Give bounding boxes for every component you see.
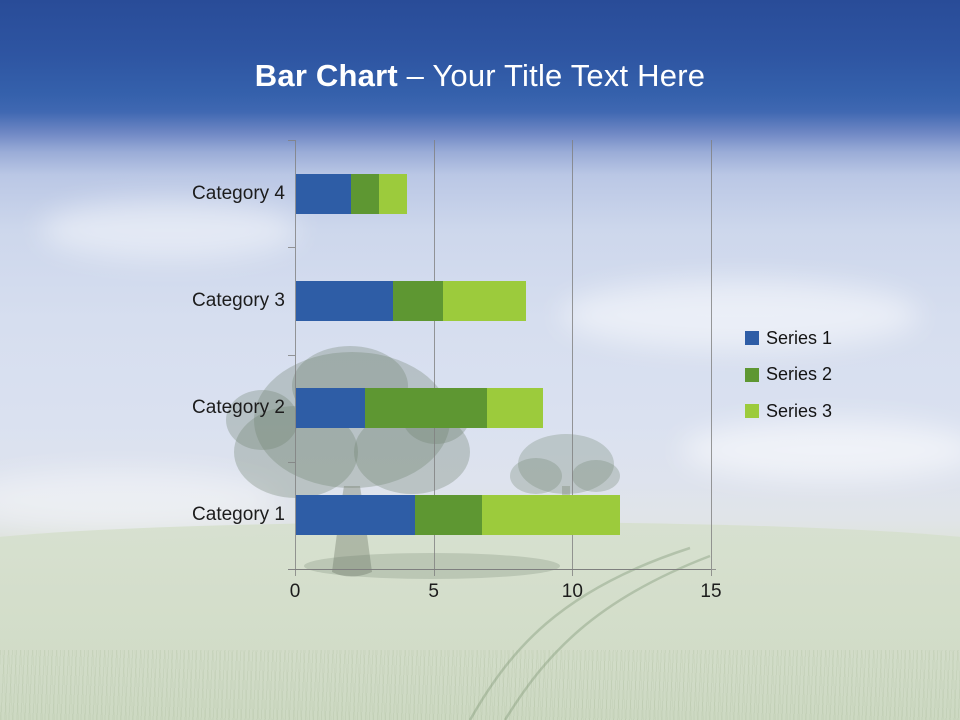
legend-label: Series 3 — [766, 400, 833, 421]
bar-segment-series-2 — [393, 280, 443, 321]
category-label: Category 4 — [192, 182, 285, 204]
x-axis-tick-label: 15 — [700, 581, 722, 602]
gridline — [572, 140, 574, 569]
x-axis-tick — [433, 570, 435, 576]
x-axis-tick — [711, 570, 712, 576]
bar-segment-series-2 — [415, 495, 482, 536]
bar-segment-series-3 — [481, 495, 621, 536]
grass-texture — [0, 650, 960, 720]
bar-segment-series-3 — [442, 280, 527, 321]
bar-category-4 — [296, 173, 407, 214]
gridline — [711, 140, 712, 569]
bar-segment-series-1 — [296, 388, 366, 429]
legend-item: Series 3 — [745, 399, 832, 423]
legend-color-swatch — [745, 404, 759, 418]
chart-legend: Series 1 Series 2 Series 3 — [745, 326, 832, 436]
plot-area: 0 5 10 15 — [288, 140, 722, 602]
legend-label: Series 1 — [766, 327, 833, 348]
slide-title: Bar Chart – Your Title Text Here — [0, 58, 960, 94]
category-axis-tick — [288, 569, 295, 570]
bar-segment-series-3 — [379, 173, 407, 214]
bar-segment-series-2 — [365, 388, 488, 429]
slide-title-bold: Bar Chart — [254, 58, 398, 93]
bar-segment-series-1 — [296, 280, 394, 321]
x-axis-tick-label: 5 — [428, 581, 439, 602]
category-axis-tick — [288, 461, 295, 463]
legend-item: Series 2 — [745, 363, 832, 387]
legend-color-swatch — [745, 367, 759, 382]
bar-segment-series-1 — [296, 173, 352, 214]
category-axis-tick — [288, 140, 295, 141]
legend-label: Series 2 — [766, 364, 833, 384]
bar-segment-series-2 — [351, 173, 380, 214]
legend-color-swatch — [745, 331, 759, 345]
x-axis-line-extension — [711, 569, 716, 570]
bar-category-1 — [296, 495, 621, 536]
x-axis-tick-label: 10 — [561, 581, 583, 602]
bar-category-3 — [296, 280, 527, 321]
x-axis-tick — [295, 570, 296, 576]
x-axis-tick — [572, 570, 574, 576]
category-label: Category 1 — [192, 504, 285, 526]
category-axis-tick — [288, 247, 295, 249]
bar-segment-series-3 — [487, 388, 543, 429]
slide-title-rest: – Your Title Text Here — [397, 58, 706, 93]
gridline — [433, 140, 435, 569]
category-label: Category 2 — [192, 397, 285, 419]
category-axis-tick — [288, 354, 295, 356]
category-label: Category 3 — [192, 289, 285, 311]
bar-category-2 — [296, 388, 543, 429]
field-background — [0, 522, 960, 720]
legend-item: Series 1 — [745, 326, 832, 350]
x-axis-tick-label: 0 — [289, 581, 301, 602]
bar-segment-series-1 — [296, 495, 416, 536]
value-axis-line — [295, 140, 296, 569]
